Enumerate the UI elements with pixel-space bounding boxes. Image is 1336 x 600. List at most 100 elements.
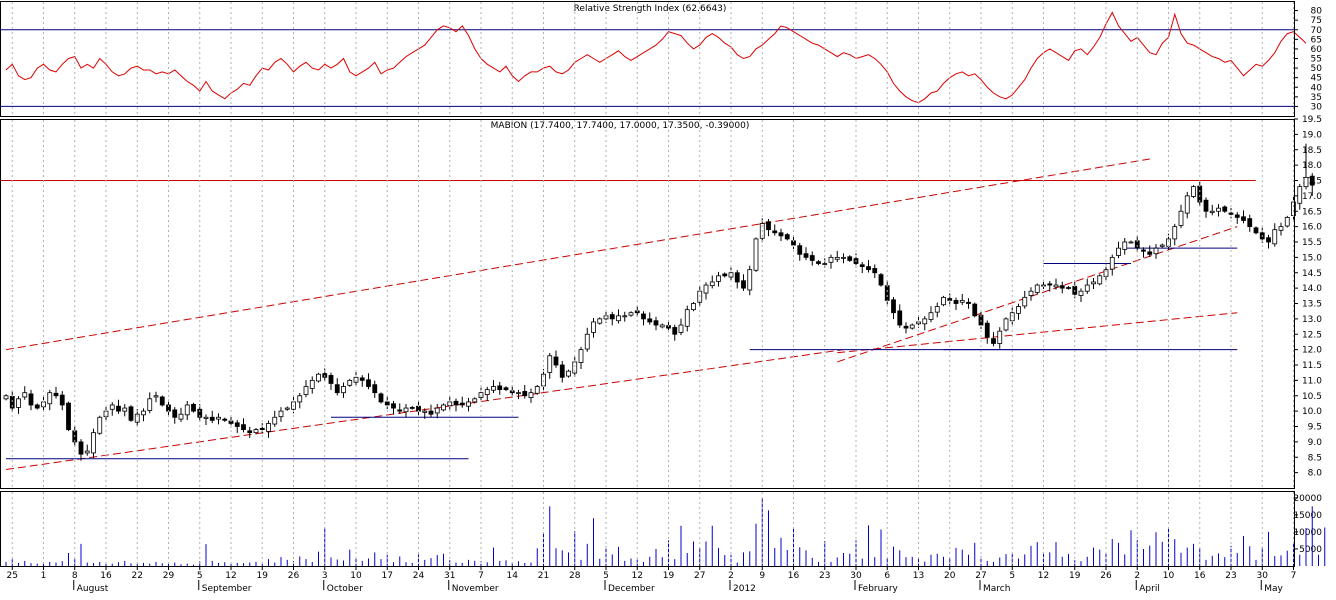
candle-body [966, 301, 971, 304]
candle-body [916, 321, 921, 325]
candle-body [728, 272, 734, 278]
candle-body [528, 392, 534, 398]
candle-body [353, 376, 359, 383]
candle-body [159, 396, 165, 406]
date-tick-label: 19 [257, 571, 269, 581]
candle-body [1278, 226, 1284, 231]
candle-body [578, 349, 584, 363]
candle-body [991, 338, 996, 344]
candle-body [1209, 210, 1215, 213]
candle-body [828, 256, 834, 263]
date-tick-label: 24 [413, 571, 425, 581]
month-label: 2012 [733, 584, 756, 594]
candle-body [859, 264, 865, 268]
vol-panel-frame [0, 491, 1295, 567]
candle-body [316, 373, 321, 382]
candle-body [466, 401, 471, 407]
candle-body [972, 303, 978, 317]
candle-body [297, 395, 303, 403]
candle-body [891, 299, 896, 314]
candle-body [559, 364, 565, 378]
candle-body [1309, 175, 1315, 186]
candle-body [34, 404, 40, 409]
candle-body [516, 392, 521, 395]
month-label: May [1264, 584, 1283, 594]
y-tick-label: 14.0 [1302, 284, 1322, 294]
candle-body [191, 403, 196, 412]
candle-body [1253, 227, 1259, 234]
candle-body [1059, 285, 1065, 289]
y-tick-label: 60 [1311, 45, 1323, 55]
candle-body [672, 327, 678, 335]
date-tick-label: 9 [759, 571, 765, 581]
candle-body [116, 405, 121, 412]
candle-body [1047, 283, 1053, 286]
candle-body [591, 321, 596, 333]
candle-body [1184, 195, 1190, 214]
candle-body [472, 398, 478, 403]
candle-body [197, 408, 203, 418]
candle-body [653, 320, 659, 326]
candle-body [922, 318, 928, 325]
candle-body [884, 285, 890, 301]
date-tick-label: 16 [100, 571, 112, 581]
candle-body [584, 333, 590, 350]
candle-body [1203, 199, 1209, 212]
date-tick-label: 12 [632, 571, 643, 581]
candle-body [491, 386, 496, 391]
candle-body [209, 416, 215, 421]
date-tick-label: 26 [288, 571, 300, 581]
y-tick-label: 15.5 [1302, 238, 1322, 248]
candle-body [241, 424, 246, 430]
candle-body [1247, 218, 1253, 228]
month-label: October [327, 584, 363, 594]
candle-body [1272, 229, 1278, 245]
candle-body [259, 427, 265, 430]
candle-body [959, 300, 965, 303]
y-tick-label: 13.5 [1302, 300, 1322, 310]
candle-body [616, 315, 621, 322]
date-tick-label: 16 [1194, 571, 1206, 581]
month-label: February [858, 584, 899, 594]
candle-body [909, 324, 915, 329]
candle-body [522, 391, 528, 397]
y-tick-label: 35 [1311, 93, 1322, 103]
candle-body [434, 407, 440, 414]
candle-body [1091, 281, 1096, 285]
candle-body [66, 402, 71, 430]
candle-body [266, 423, 271, 432]
date-tick-label: 28 [569, 571, 581, 581]
candle-body [753, 238, 759, 271]
month-label: April [1139, 584, 1160, 594]
y-tick-label: 70 [1311, 26, 1323, 36]
trendline [837, 312, 1238, 354]
candle-body [841, 256, 846, 259]
candle-body [709, 281, 715, 287]
candle-body [53, 392, 59, 397]
candle-body [222, 418, 228, 421]
candle-body [628, 312, 634, 316]
candle-body [372, 384, 378, 394]
candle-body [234, 422, 240, 427]
y-tick-label: 10000 [1293, 528, 1322, 538]
candle-body [1172, 226, 1178, 240]
candle-body [1222, 206, 1228, 212]
candle-body [497, 385, 503, 391]
date-tick-label: 27 [694, 571, 705, 581]
candle-body [1034, 284, 1040, 293]
candle-body [766, 221, 771, 231]
candle-body [1053, 284, 1059, 288]
date-tick-label: 2 [728, 571, 734, 581]
candle-body [278, 410, 284, 418]
candle-body [403, 407, 409, 413]
date-tick-label: 6 [884, 571, 890, 581]
rsi-series-line [5, 11, 1307, 104]
candle-body [678, 324, 684, 333]
candle-body [28, 393, 34, 406]
candle-body [609, 314, 615, 320]
y-tick-label: 11.5 [1302, 361, 1322, 371]
y-tick-label: 12.0 [1302, 346, 1322, 356]
price-panel-frame [0, 119, 1295, 489]
volume-panel: 5000 10000 15000 20000 [5, 494, 1326, 566]
candle-body [22, 392, 28, 398]
